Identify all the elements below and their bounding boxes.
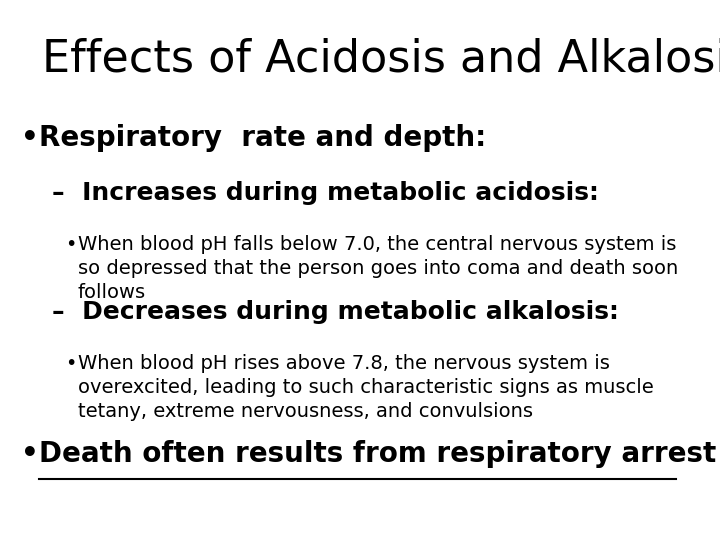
Text: •: • [66,354,77,373]
Text: •: • [66,235,77,254]
Text: Respiratory  rate and depth:: Respiratory rate and depth: [40,124,487,152]
Text: –  Increases during metabolic acidosis:: – Increases during metabolic acidosis: [53,181,599,205]
Text: Death often results from respiratory arrest: Death often results from respiratory arr… [40,440,716,468]
Text: •: • [21,440,39,468]
Text: When blood pH rises above 7.8, the nervous system is
overexcited, leading to suc: When blood pH rises above 7.8, the nervo… [78,354,653,421]
Text: When blood pH falls below 7.0, the central nervous system is
so depressed that t: When blood pH falls below 7.0, the centr… [78,235,678,302]
Text: –  Decreases during metabolic alkalosis:: – Decreases during metabolic alkalosis: [53,300,619,323]
Text: Effects of Acidosis and Alkalosis: Effects of Acidosis and Alkalosis [42,38,720,81]
Text: •: • [21,124,39,152]
